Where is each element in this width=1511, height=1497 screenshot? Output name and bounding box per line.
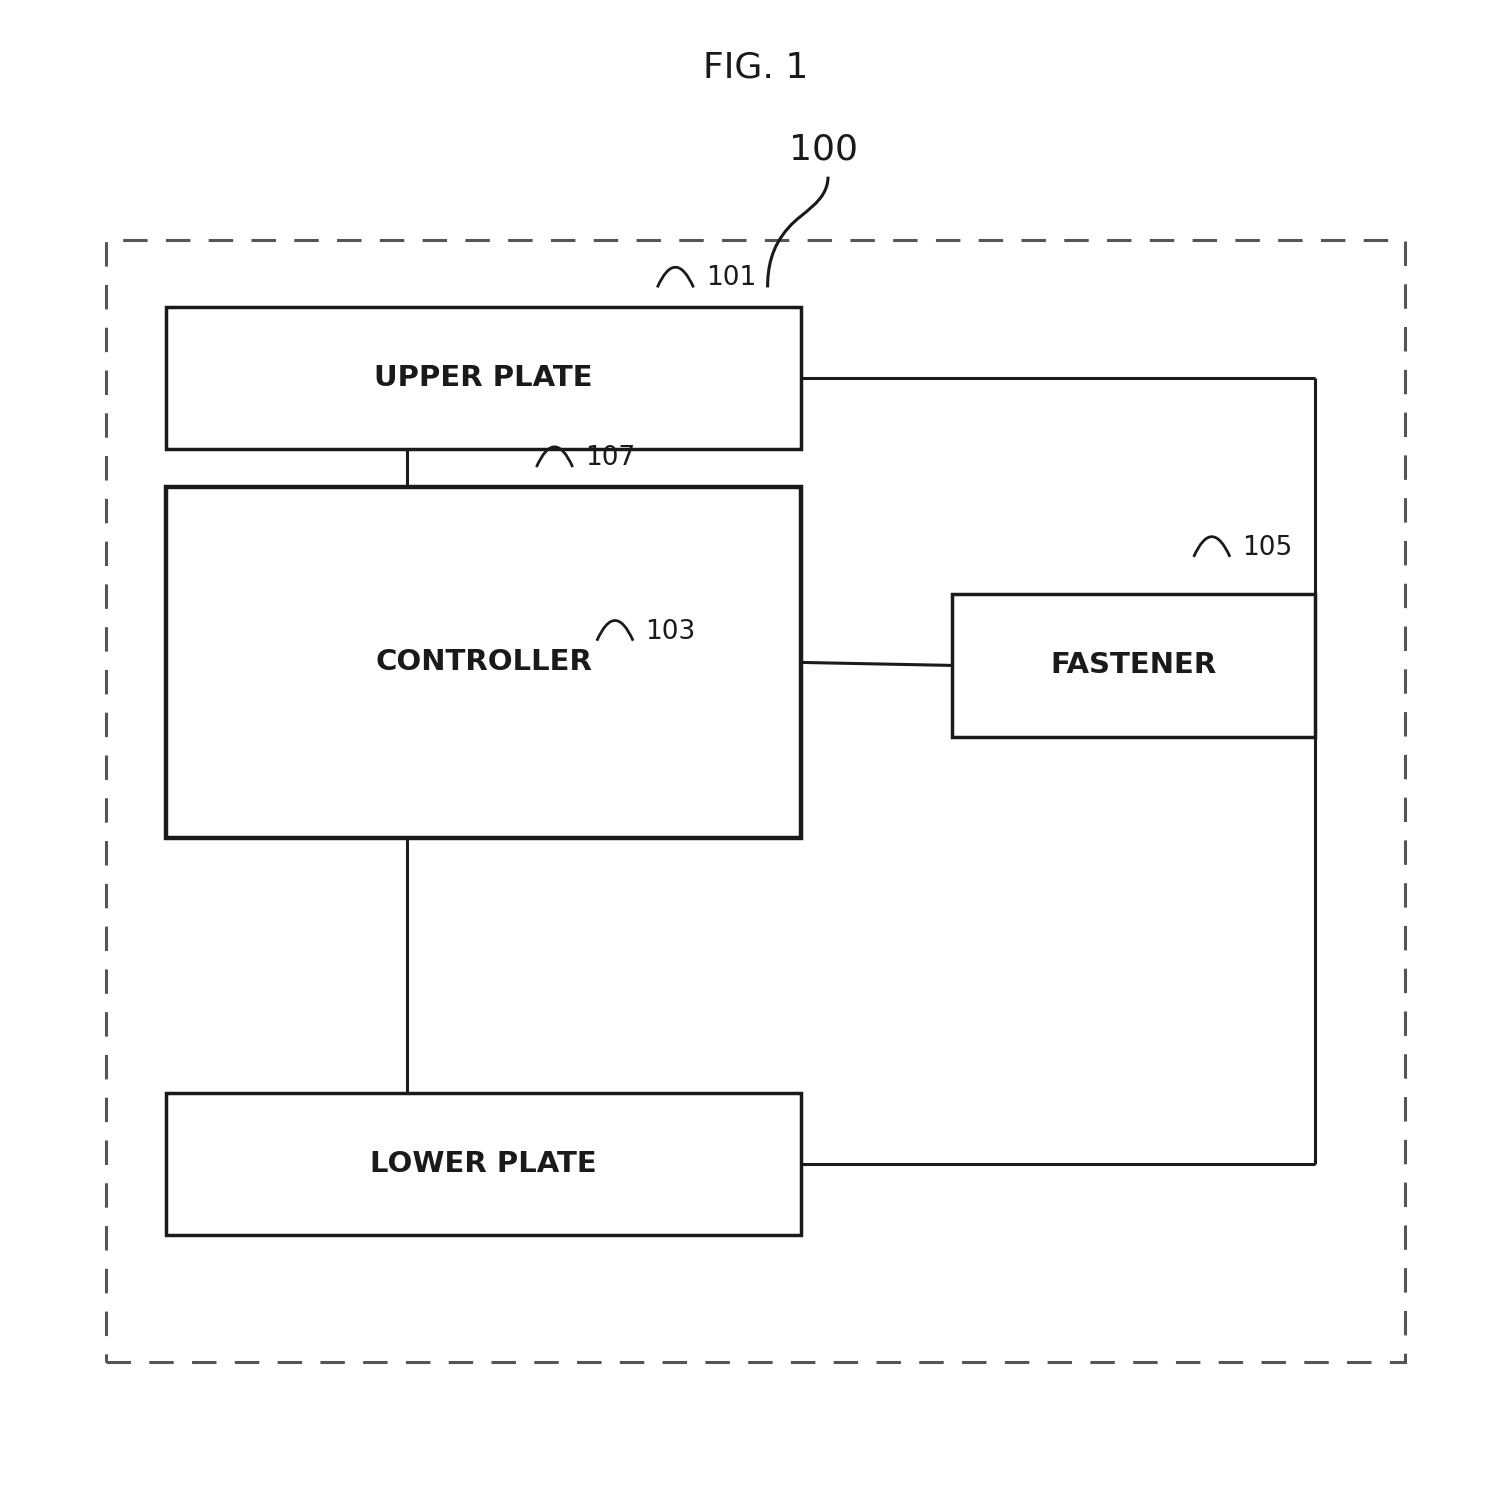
Text: FIG. 1: FIG. 1: [703, 51, 808, 84]
Text: UPPER PLATE: UPPER PLATE: [375, 364, 592, 392]
Text: 105: 105: [1242, 534, 1292, 561]
Text: CONTROLLER: CONTROLLER: [375, 648, 592, 677]
Bar: [166, 487, 801, 838]
Text: 107: 107: [585, 445, 635, 472]
Text: 103: 103: [645, 618, 695, 645]
Text: LOWER PLATE: LOWER PLATE: [370, 1150, 597, 1178]
Text: 100: 100: [789, 133, 858, 166]
Bar: [166, 1093, 801, 1235]
Bar: [106, 240, 1405, 1362]
Bar: [952, 594, 1315, 737]
Bar: [166, 307, 801, 449]
Text: 101: 101: [706, 265, 756, 292]
Text: FASTENER: FASTENER: [1050, 651, 1216, 680]
